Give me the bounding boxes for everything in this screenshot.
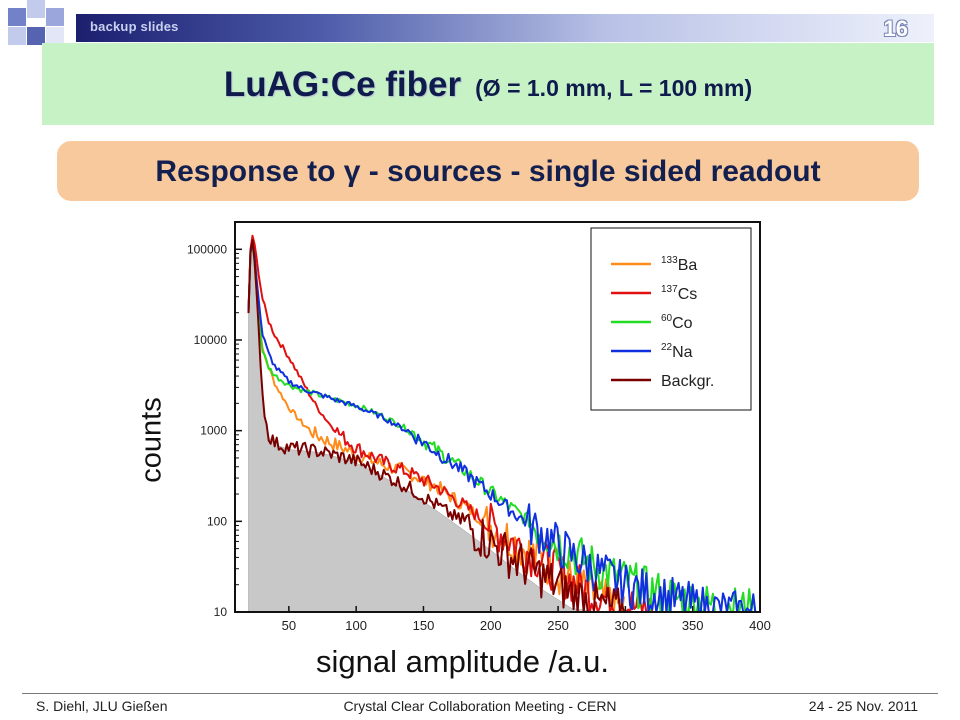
legend-label: 60Co: [661, 313, 693, 332]
x-tick-label: 50: [282, 618, 296, 633]
legend-label: 22Na: [661, 342, 693, 361]
legend-label: Backgr.: [661, 373, 714, 390]
series-line-cs: [247, 234, 654, 613]
decor-square: [8, 8, 26, 26]
x-axis-label: signal amplitude /a.u.: [316, 644, 609, 679]
section-label: backup slides: [90, 19, 179, 34]
legend-label: 137Cs: [661, 284, 697, 303]
decor-square: [27, 27, 45, 45]
page-number: 16: [883, 16, 908, 41]
plot-frame: [234, 221, 761, 613]
footer-meeting: Crystal Clear Collaboration Meeting - CE…: [343, 698, 617, 714]
footer-divider: [22, 693, 938, 694]
y-axis-label: counts: [135, 397, 168, 483]
subtitle-band: Response to γ - sources - single sided r…: [57, 141, 919, 201]
footer-date: 24 - 25 Nov. 2011: [808, 698, 918, 714]
series-line-backgr: [247, 239, 625, 613]
x-tick-label: 350: [682, 618, 704, 633]
x-tick-label: 150: [413, 618, 435, 633]
y-tick-label: 100000: [187, 242, 227, 256]
title-band: LuAG:Ce fiber (Ø = 1.0 mm, L = 100 mm): [42, 43, 934, 125]
header-bar: [76, 14, 934, 42]
legend-label: 133Ba: [661, 255, 697, 274]
slide-title: LuAG:Ce fiber: [223, 65, 462, 104]
y-tick-label: 1000: [200, 424, 227, 438]
decor-square: [46, 27, 64, 45]
decor-square: [8, 27, 26, 45]
decor-square: [46, 8, 64, 26]
x-tick-label: 100: [345, 618, 367, 633]
spectrum-chart: 50 100 150 200 250 300 350 400 10 100 1000 10000 100…: [168, 216, 780, 648]
x-tick-label: 400: [749, 618, 771, 633]
y-tick-label: 100: [207, 514, 227, 528]
slide-subtitle: Response to γ - sources - single sided r…: [155, 155, 821, 188]
decor-square: [27, 0, 45, 18]
y-tick-label: 10000: [194, 333, 228, 347]
x-tick-label: 200: [480, 618, 502, 633]
x-tick-label: 300: [615, 618, 637, 633]
x-tick-label: 250: [547, 618, 569, 633]
y-tick-label: 10: [214, 605, 228, 619]
series-line-na: [247, 242, 760, 613]
slide-title-dimensions: (Ø = 1.0 mm, L = 100 mm): [475, 75, 753, 101]
footer-author: S. Diehl, JLU Gießen: [36, 698, 168, 714]
